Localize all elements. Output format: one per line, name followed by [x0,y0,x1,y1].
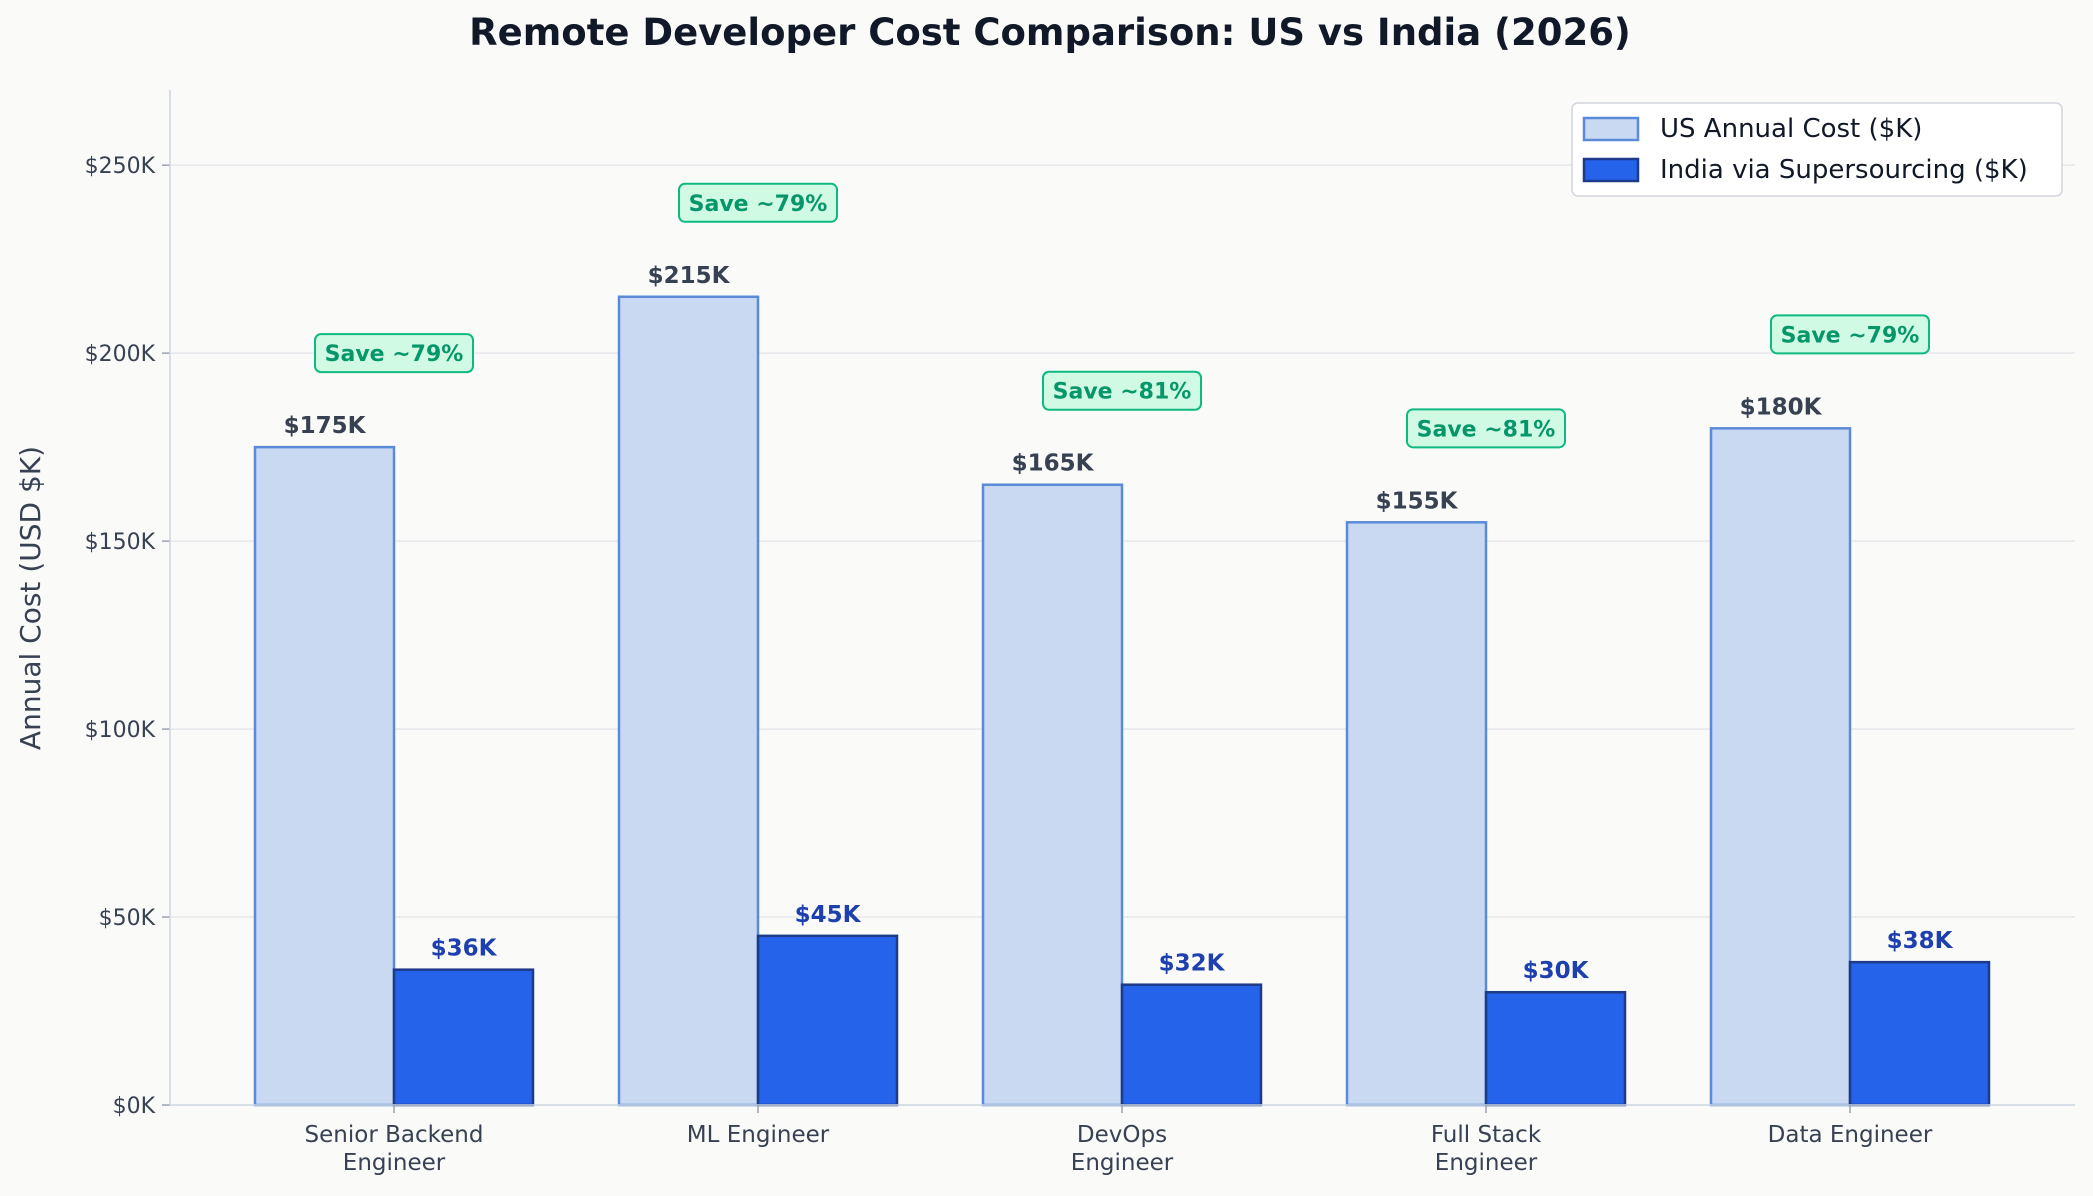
us-cost-bar [253,445,396,1107]
india-cost-bar [1120,983,1263,1107]
axes: $0K $50K $100K $150K $200K $250K Senior Backen… [85,90,2075,1176]
y-tick-label: $150K [85,530,156,555]
savings-badge [314,333,474,374]
savings-label: Save ~79% [1781,323,1920,348]
savings-label: Save ~79% [689,192,828,217]
india-cost-label: $38K [1887,928,1954,954]
legend: US Annual Cost ($K) India via Supersourci… [1571,102,2063,197]
x-tick-label: Engineer [343,1150,446,1176]
savings-badge [1406,408,1566,449]
us-cost-bar [617,295,760,1107]
india-cost-label: $30K [1523,958,1590,984]
us-cost-label: $180K [1740,394,1823,420]
india-cost-label: $32K [1159,951,1226,977]
legend-swatch [1582,116,1640,142]
bars [253,295,1991,1107]
savings-badge [678,182,838,223]
savings-label: Save ~81% [1417,417,1556,442]
x-tick-label: DevOps [1077,1122,1167,1148]
y-axis-label: Annual Cost (USD $K) [14,446,47,750]
legend-box [1571,102,2063,197]
y-tick-label: $50K [99,906,156,931]
x-tick-label: Full Stack [1431,1122,1542,1148]
us-cost-label: $215K [648,263,731,289]
y-tick-label: $250K [85,154,156,179]
savings-badge [1770,314,1930,355]
india-cost-bar [392,968,535,1107]
y-tick-label: $0K [113,1094,156,1119]
x-tick-label: Engineer [1071,1150,1174,1176]
x-tick-label: ML Engineer [687,1122,830,1148]
y-tick-label: $100K [85,718,156,743]
legend-label: India via Supersourcing ($K) [1660,155,2028,185]
india-cost-bar [1484,990,1627,1107]
legend-label: US Annual Cost ($K) [1660,114,1922,144]
chart-title: Remote Developer Cost Comparison: US vs … [469,11,1631,54]
us-cost-bar [1345,521,1488,1107]
us-cost-bar [1709,427,1852,1107]
india-cost-bar [756,934,899,1107]
us-cost-label: $165K [1012,451,1095,477]
india-cost-label: $36K [431,936,498,962]
india-cost-bar [1848,960,1991,1107]
legend-swatch [1582,157,1640,183]
y-tick-label: $200K [85,342,156,367]
value-labels: $175K $36K $215K $45K $165K $32K $155K $30K $180… [284,263,1954,984]
x-tick-label: Data Engineer [1768,1122,1933,1148]
us-cost-label: $175K [284,413,367,439]
us-cost-label: $155K [1376,488,1459,514]
x-tick-label: Senior Backend [305,1122,484,1148]
savings-badge [1042,370,1202,411]
savings-annotations: Save ~79% Save ~79% Save ~81% Save ~81% Save… [314,182,1930,449]
savings-label: Save ~79% [325,342,464,367]
us-cost-bar [981,483,1124,1107]
india-cost-label: $45K [795,902,862,928]
x-tick-label: Engineer [1435,1150,1538,1176]
savings-label: Save ~81% [1053,380,1192,405]
